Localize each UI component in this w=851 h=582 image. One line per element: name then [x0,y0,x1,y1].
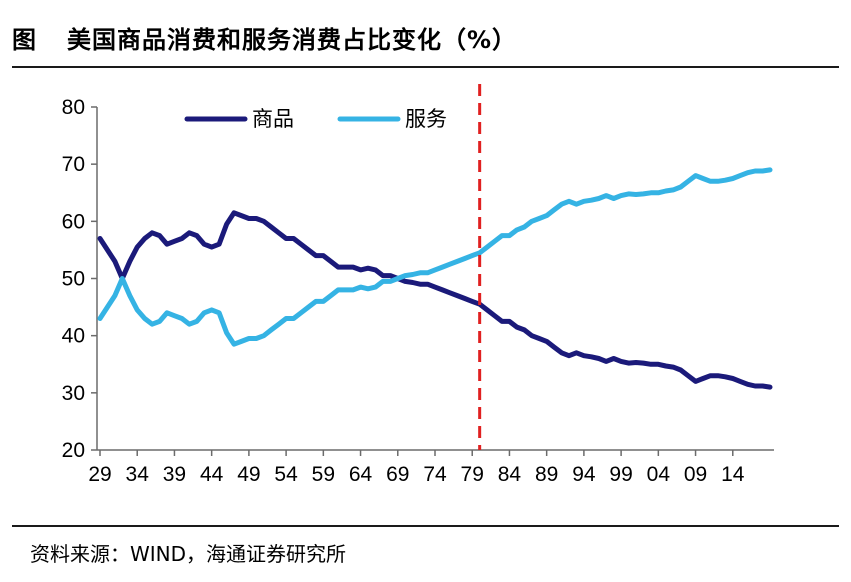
y-tick-label: 60 [62,210,85,233]
source-divider [12,525,839,527]
y-tick-label: 20 [62,439,85,462]
figure-label: 图 [12,26,37,54]
series-line-goods [97,210,773,390]
x-tick-label: 74 [423,463,447,486]
x-ticks: 29 34 39 44 49 54 59 64 69 74 79 84 89 94 99 04 09 14 [88,450,745,486]
x-tick-label: 94 [572,463,596,486]
x-tick-label: 59 [312,463,335,486]
x-tick-label: 14 [721,463,745,486]
series-line-services [97,167,773,347]
x-tick-label: 09 [684,463,707,486]
x-tick-label: 04 [647,463,671,486]
y-tick-label: 70 [62,153,85,176]
figure-title: 图 美国商品消费和服务消费占比变化（%） [12,20,517,55]
x-tick-label: 54 [274,463,298,486]
series-layer [97,167,773,390]
x-tick-label: 69 [386,463,409,486]
legend-label-goods: 商品 [252,107,294,131]
y-tick-label: 50 [62,268,85,291]
chart-title: 美国商品消费和服务消费占比变化（%） [67,26,518,54]
x-tick-label: 44 [200,463,224,486]
x-tick-label: 34 [126,463,150,486]
legend: 商品 服务 [184,107,447,131]
x-tick-label: 64 [349,463,373,486]
x-tick-label: 79 [461,463,484,486]
x-tick-label: 84 [498,463,522,486]
x-tick-label: 29 [88,463,111,486]
legend-label-services: 服务 [405,107,447,131]
y-ticks: 20 30 40 50 60 70 80 [62,96,97,462]
x-tick-label: 99 [609,463,632,486]
title-divider [12,66,839,68]
y-tick-label: 80 [62,96,85,119]
x-tick-label: 49 [237,463,260,486]
source-note: 资料来源：WIND，海通证券研究所 [30,542,347,566]
x-tick-label: 39 [163,463,186,486]
y-tick-label: 30 [62,382,85,405]
y-tick-label: 40 [62,325,85,348]
x-tick-label: 89 [535,463,558,486]
